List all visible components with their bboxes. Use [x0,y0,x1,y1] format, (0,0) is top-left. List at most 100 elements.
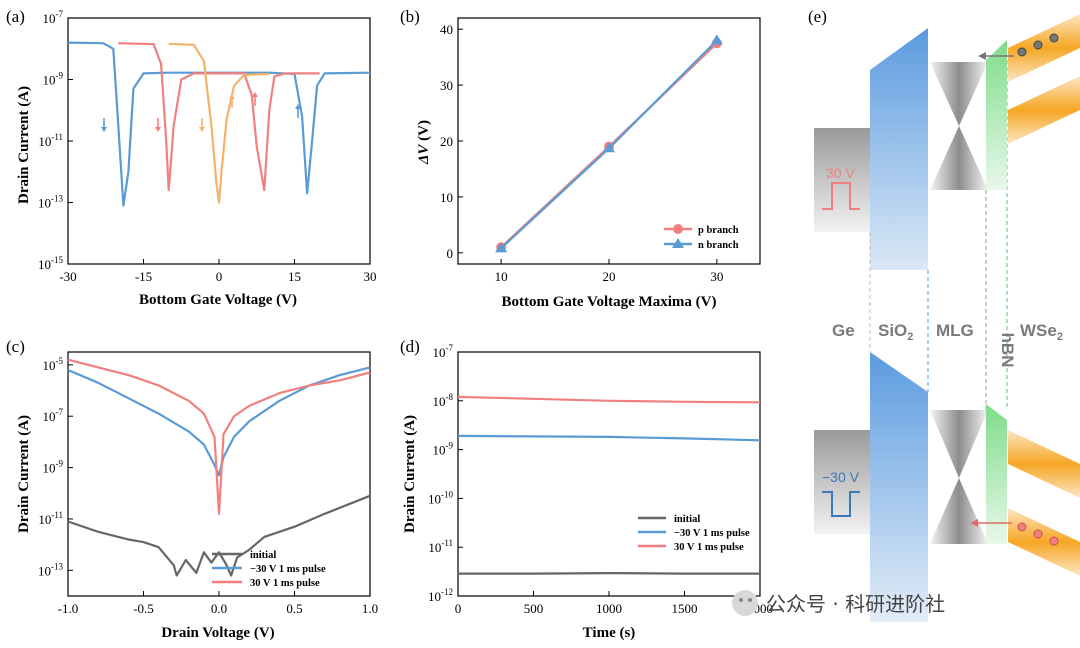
b-xtick-label-2: 30 [710,269,723,284]
d-ytick-exp-4: -8 [446,392,454,402]
d-ytick-base-4: 10 [433,394,446,409]
b-xtick-label-0: 10 [495,269,508,284]
a-ytick-base-1: 10 [38,196,51,211]
hbn-band-bottom [986,404,1007,544]
c-series-1 [67,366,371,477]
a-xlabel: Bottom Gate Voltage (V) [139,292,297,308]
d-xtick-label-3: 1500 [672,601,698,616]
hole-arrow-head [970,519,978,527]
legend-c-initial-text: initial [250,550,276,561]
a-ytick-exp-4: -7 [56,9,64,19]
c-series-0 [67,494,371,577]
legend-d-pos-text: 30 V 1 ms pulse [674,542,744,553]
a-series-0 [67,41,371,207]
c-xtick-label-3: 0.5 [286,601,302,616]
a-ytick-exp-3: -9 [56,71,64,81]
a-sweep-arrowhead-3 [252,92,258,97]
wse2-band-top-vb [1008,76,1080,144]
a-ytick-label-2: 10-11 [38,132,63,149]
b-ytick-label-1: 10 [440,190,453,205]
d-series-1 [457,434,761,442]
legend-d-neg-text: −30 V 1 ms pulse [674,528,750,539]
d-ytick-exp-5: -7 [446,343,454,353]
c-ylabel: Drain Current (A) [16,415,32,533]
a-ytick-label-3: 10-9 [43,71,64,88]
hole-3 [1049,536,1059,546]
d-ytick-exp-1: -11 [441,538,453,548]
layer-label-wse2-sub: 2 [1057,331,1063,343]
c-ytick-label-2: 10-9 [43,459,64,476]
legend-b-p-text: p branch [698,225,739,236]
c-ytick-base-4: 10 [43,358,56,373]
a-sweep-arrowhead-2 [155,127,161,132]
c-xtick-label-4: 1.0 [362,601,378,616]
hole-1 [1017,522,1027,532]
layer-label-sio2-main: SiO [878,321,907,340]
pulse-neg-label: −30 V [822,469,860,485]
d-xlabel: Time (s) [583,625,636,641]
mlg-cone-bottom-lower [930,478,988,544]
a-xtick-label-2: 0 [216,269,223,284]
a-ytick-exp-1: -13 [51,194,63,204]
d-xtick-label-2: 1000 [596,601,622,616]
electron-arrow-head [978,52,986,60]
watermark-logo-icon [732,590,758,616]
c-ytick-label-3: 10-7 [43,407,64,424]
electron-1 [1017,47,1027,57]
b-ytick-label-3: 30 [440,78,453,93]
sio2-band-top [870,28,928,270]
b-point-1-0 [495,242,508,253]
layer-label-sio2-sub: 2 [907,331,913,343]
panel-label-c: (c) [6,337,25,356]
c-ytick-exp-3: -7 [56,407,64,417]
d-ytick-label-1: 10-11 [428,538,453,555]
watermark: 公众号 · 科研进阶社 [732,590,945,616]
chart-b: 10 20 30 0 10 20 30 40 [440,17,761,284]
layer-label-mlg: MLG [936,321,974,340]
c-ytick-label-4: 10-5 [43,356,64,373]
d-frame [457,351,761,597]
mlg-cone-top-upper [930,62,988,126]
d-ytick-base-5: 10 [433,345,446,360]
c-xtick-label-0: -1.0 [58,601,79,616]
a-ytick-exp-2: -11 [51,132,63,142]
d-ytick-label-5: 10-7 [433,343,454,360]
b-ylabel-symbol: ΔV [416,143,432,165]
c-xlabel: Drain Voltage (V) [161,625,274,641]
panel-label-e: (e) [808,7,827,26]
d-ytick-label-2: 10-10 [428,489,453,506]
watermark-text: 公众号 · 科研进阶社 [766,592,945,616]
panel-label-d: (d) [400,337,420,356]
d-ytick-exp-0: -12 [441,587,453,597]
legend-c-neg-text: −30 V 1 ms pulse [250,564,326,575]
hbn-band-top [986,40,1007,190]
c-ytick-base-3: 10 [43,409,56,424]
a-xtick-label-3: 15 [288,269,301,284]
mlg-cone-top-lower [930,126,988,190]
d-xtick-label-0: 0 [455,601,462,616]
watermark-logo-eye-left [739,598,743,602]
c-ytick-exp-4: -5 [56,356,64,366]
a-sweep-arrowhead-1 [295,104,301,109]
d-series-0 [458,572,760,575]
legend-b-p-marker [673,224,683,234]
legend-b-n-marker [672,238,684,248]
c-ytick-label-0: 10-13 [38,561,63,578]
b-ylabel: ΔV (V) [416,120,432,165]
d-series-2 [457,395,761,404]
d-ytick-label-0: 10-12 [428,587,453,604]
d-ytick-base-3: 10 [433,443,446,458]
b-point-1-1 [603,142,615,153]
c-ytick-exp-1: -11 [51,510,63,520]
d-ytick-exp-3: -9 [446,441,454,451]
a-ytick-label-4: 10-7 [43,9,64,26]
c-series-2 [67,358,371,515]
wse2-band-bottom-vb [1008,508,1080,576]
d-ylabel: Drain Current (A) [402,415,418,533]
c-ytick-base-1: 10 [38,512,51,527]
d-ytick-label-4: 10-8 [433,392,454,409]
layer-label-wse2: WSe2 [1020,321,1063,343]
b-xtick-label-1: 20 [603,269,616,284]
